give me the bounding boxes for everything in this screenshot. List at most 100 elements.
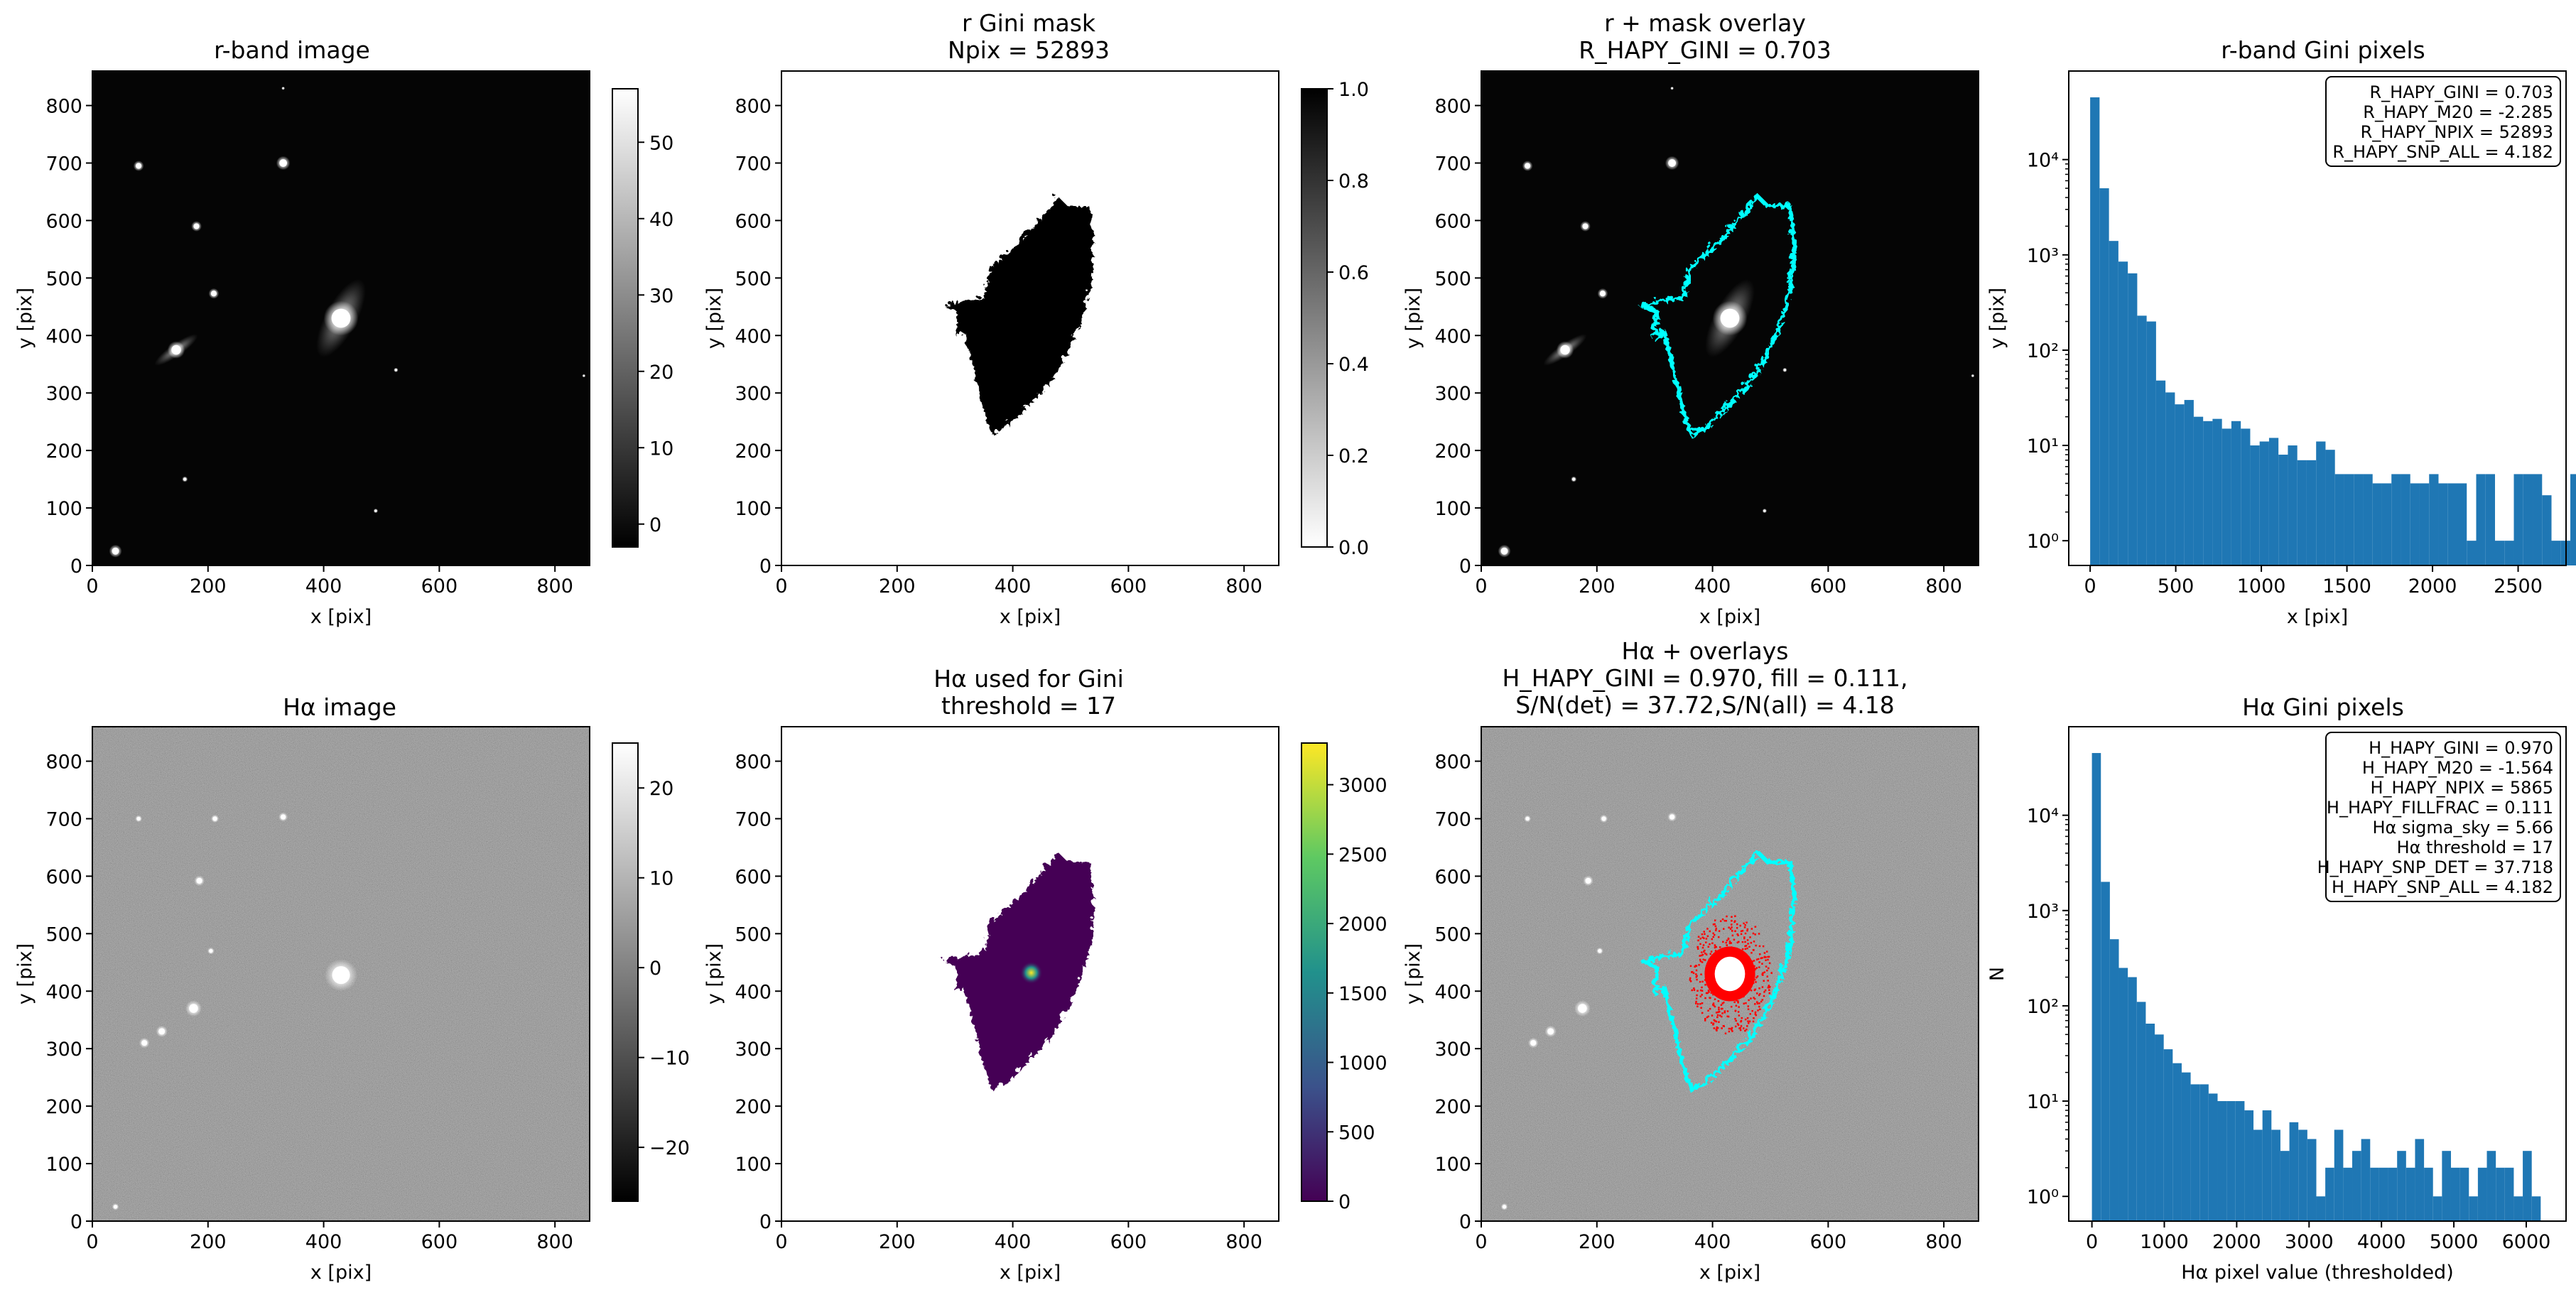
detected-pixel — [1765, 965, 1768, 968]
y-tick-label: 10⁰ — [2027, 1186, 2059, 1208]
detected-pixel — [1733, 1001, 1736, 1003]
detected-pixel — [1733, 920, 1736, 922]
detected-pixel — [1755, 976, 1758, 979]
colorbar-tick-label: 2000 — [1338, 914, 1387, 936]
detected-pixel — [1739, 1026, 1742, 1029]
source-core — [183, 477, 187, 481]
detected-pixel — [1699, 980, 1701, 983]
x-tick-label: 800 — [536, 1231, 573, 1253]
detected-pixel — [1747, 1020, 1749, 1022]
x-axis-label: x [pix] — [1000, 1262, 1061, 1284]
detected-pixel — [1731, 916, 1733, 918]
y-tick-label: 700 — [735, 153, 772, 175]
detected-pixel — [1746, 929, 1748, 932]
detected-pixel — [1712, 1002, 1715, 1004]
y-tick-label: 0 — [759, 1211, 772, 1233]
histogram-bar — [2090, 97, 2100, 566]
detected-pixel — [1726, 1010, 1729, 1012]
histogram-bar — [2334, 1129, 2344, 1221]
legend-entry: R_HAPY_NPIX = 52893 — [2361, 122, 2553, 142]
detected-pixel — [1711, 1014, 1714, 1017]
histogram-bar — [2496, 1167, 2505, 1221]
detected-pixel — [1763, 995, 1765, 997]
axes-frame — [1481, 726, 1979, 1222]
detected-pixel — [1714, 950, 1717, 952]
colorbar-r-image: 0 10 20 30 40 50 — [612, 88, 673, 548]
histogram-bar — [2531, 1196, 2541, 1221]
y-axis-label: y [pix] — [703, 943, 725, 1004]
histogram-bar — [2217, 1101, 2227, 1221]
y-tick-label: 500 — [735, 268, 772, 290]
y-tick-label: 800 — [735, 96, 772, 118]
x-tick-label: 400 — [305, 1231, 342, 1253]
y-tick-label: 600 — [735, 866, 772, 888]
detected-pixel — [1755, 958, 1758, 961]
source-core — [332, 966, 350, 985]
panel-title-line: Hα + overlays — [1622, 637, 1789, 665]
histogram-bar — [2523, 1151, 2532, 1221]
detected-pixel — [1697, 936, 1700, 938]
detected-pixel — [1704, 933, 1706, 936]
detected-pixel — [1760, 957, 1763, 960]
y-tick-label: 400 — [735, 981, 772, 1003]
y-tick-label: 10³ — [2027, 245, 2059, 267]
panel-r-overlay: r + mask overlay R_HAPY_GINI = 0.703 0 20… — [1402, 9, 1979, 628]
source-core — [1585, 877, 1591, 884]
panel-r-mask: r Gini mask Npix = 52893 0 200 400 600 800 0 1… — [703, 9, 1279, 628]
x-tick-label: 800 — [1925, 1231, 1962, 1253]
detected-pixel — [1709, 930, 1711, 933]
detected-pixel — [1714, 1005, 1716, 1008]
detected-pixel — [1702, 950, 1705, 953]
detected-pixel — [1735, 1004, 1738, 1007]
histogram-bar — [2405, 1167, 2415, 1221]
histogram-bar — [2278, 455, 2288, 565]
detected-pixel — [1699, 1003, 1701, 1005]
detected-pixel — [1767, 986, 1770, 989]
detected-pixel — [1747, 1008, 1750, 1010]
detected-pixel — [1756, 1002, 1759, 1005]
detected-pixel — [1767, 955, 1769, 958]
legend-entry: Hα sigma_sky = 5.66 — [2372, 818, 2553, 838]
colorbar-tick-label: 3000 — [1338, 775, 1387, 797]
histogram-bar — [2352, 1151, 2361, 1221]
source-core — [1669, 814, 1675, 820]
detected-pixel — [1695, 1002, 1697, 1004]
histogram-bar — [2307, 1139, 2317, 1221]
detected-pixel — [1701, 936, 1704, 938]
detected-pixel — [1692, 972, 1695, 975]
x-tick-label: 0 — [86, 575, 98, 597]
y-tick-label: 700 — [1434, 153, 1471, 175]
axes-frame — [92, 726, 590, 1222]
y-tick-label: 100 — [735, 1154, 772, 1176]
histogram-bar — [2397, 1151, 2406, 1221]
detected-pixel — [1740, 1020, 1742, 1023]
detected-pixel — [1721, 1027, 1723, 1029]
r-overlay-content — [1498, 86, 1975, 558]
x-tick-label: 500 — [2158, 575, 2195, 597]
histogram-bar — [2253, 1129, 2263, 1221]
panel-h-image: Hα image 0 200 400 600 800 0 100 200 300 400 500 60… — [14, 693, 590, 1284]
y-tick-label: 10⁴ — [2027, 806, 2059, 828]
detected-pixel — [1737, 1000, 1739, 1002]
y-tick-label: 300 — [45, 383, 82, 405]
y-tick-label: 10¹ — [2027, 1091, 2059, 1113]
detected-pixel — [1758, 994, 1760, 997]
x-tick-label: 0 — [1475, 1231, 1487, 1253]
detected-pixel — [1761, 986, 1764, 988]
detected-pixel — [1715, 1028, 1718, 1031]
detected-pixel — [1768, 985, 1770, 988]
x-tick-label: 0 — [2086, 1231, 2098, 1253]
detected-pixel — [1709, 997, 1711, 999]
panel-title-line: threshold = 17 — [941, 692, 1116, 720]
histogram-bar — [2101, 882, 2110, 1221]
detected-pixel — [1739, 1029, 1742, 1031]
detected-pixel — [1714, 998, 1716, 1000]
detected-pixel — [1724, 1032, 1727, 1035]
detected-pixel — [1719, 1014, 1721, 1017]
detected-pixel — [1695, 973, 1697, 975]
histogram-bar — [2447, 483, 2457, 565]
histogram-bar — [2370, 1167, 2379, 1221]
detected-pixel — [1701, 946, 1704, 949]
colorbar-tick-label: 0 — [1338, 1191, 1351, 1213]
detected-pixel — [1722, 941, 1724, 943]
